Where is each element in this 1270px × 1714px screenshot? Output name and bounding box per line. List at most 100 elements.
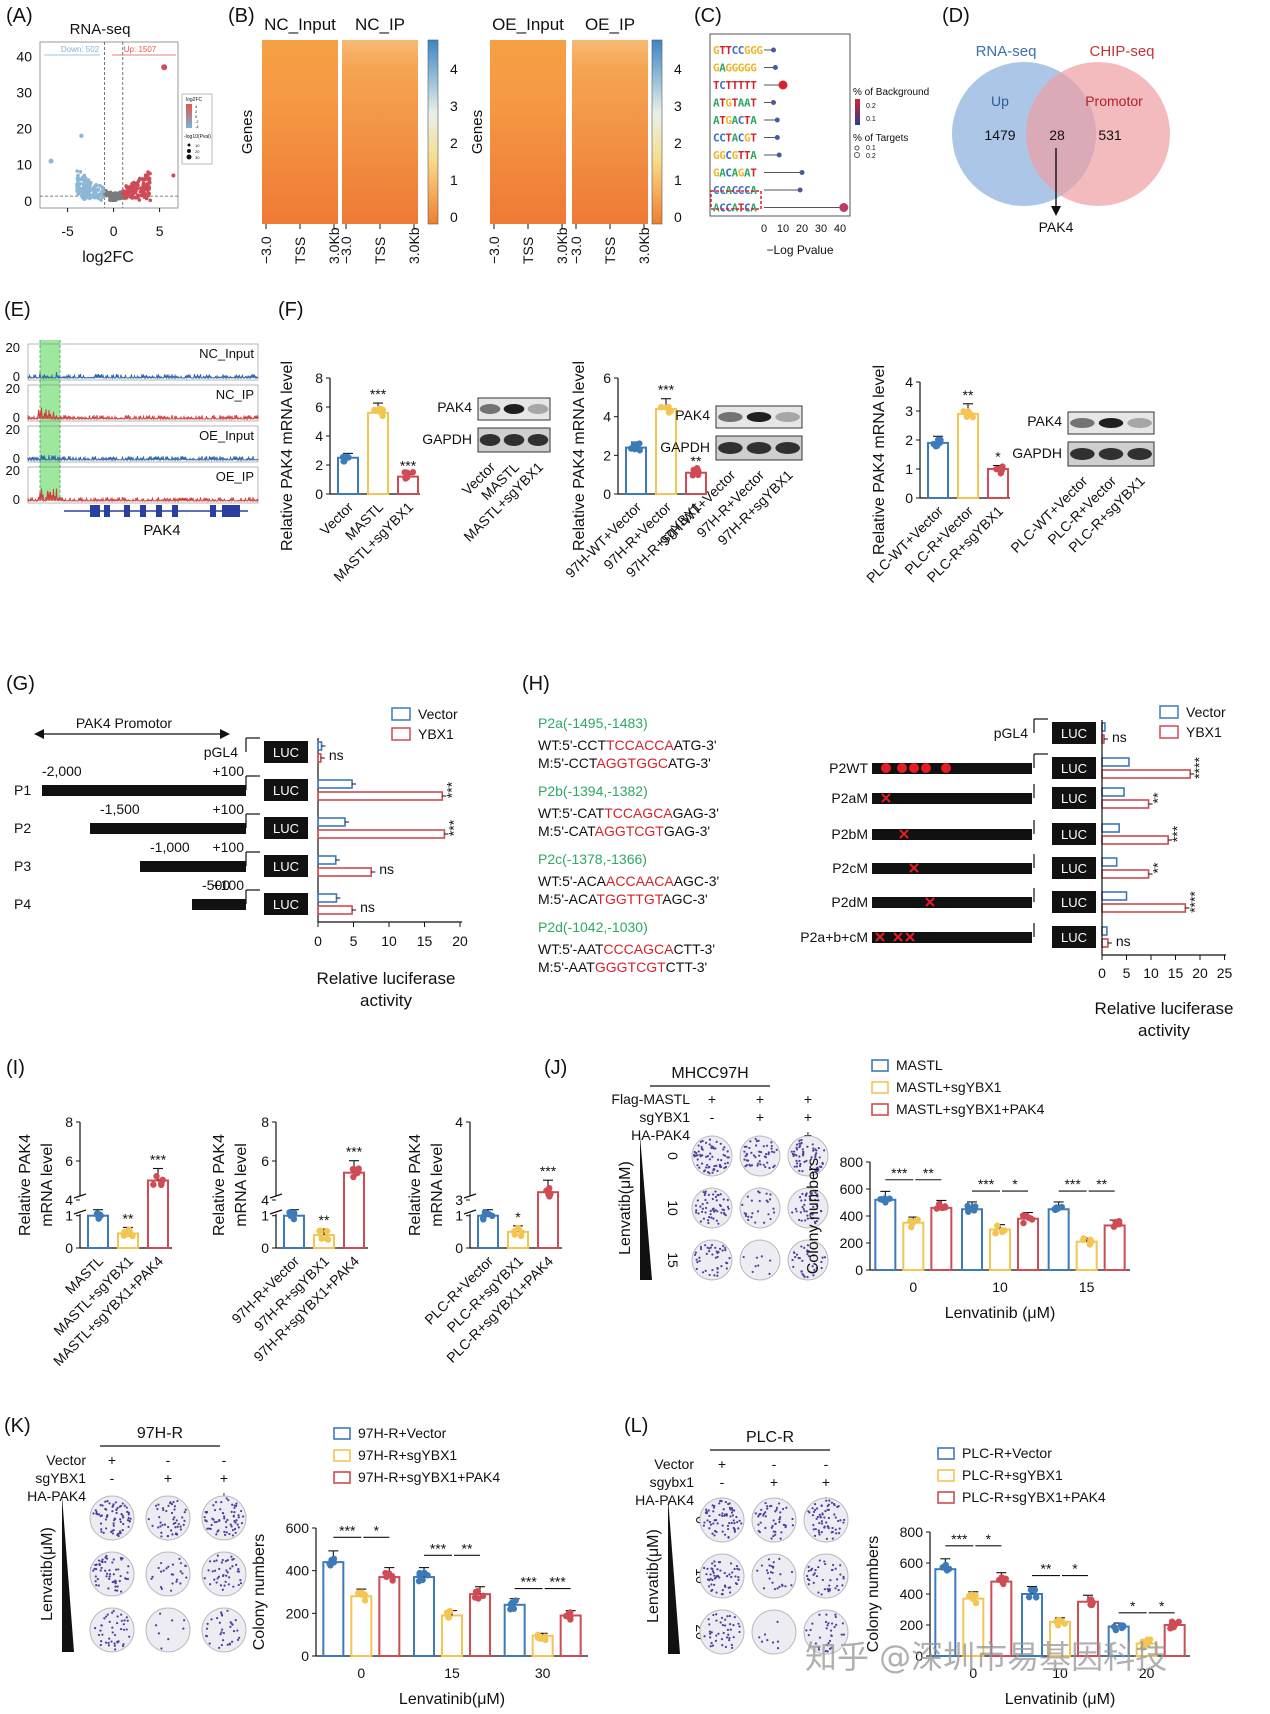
colony-dot: [831, 1530, 834, 1534]
colony-dot: [815, 1575, 819, 1578]
data-point: [129, 191, 134, 196]
colony-dot: [224, 1560, 228, 1563]
site-name: P2c(-1378,-1366): [538, 851, 647, 867]
colony-dot: [807, 1634, 810, 1637]
y-tick: 600: [840, 1181, 864, 1197]
colony-dot: [810, 1192, 813, 1195]
condition-sign: +: [708, 1091, 716, 1107]
colony-dot: [229, 1625, 232, 1628]
colony-dot: [808, 1511, 811, 1514]
site-name: P2a(-1495,-1483): [538, 715, 648, 731]
colony-dot: [213, 1521, 217, 1524]
chart-bar: [1101, 757, 1130, 767]
colony-dot: [710, 1243, 714, 1247]
significance-mark: *: [995, 449, 1001, 465]
colony-dot: [730, 1643, 734, 1647]
colony-dot: [754, 1221, 757, 1224]
colony-dot: [721, 1249, 724, 1252]
colony-dot: [712, 1217, 715, 1220]
data-point: [317, 1227, 324, 1234]
colony-dot: [115, 1589, 119, 1592]
y-tick: 0: [915, 1648, 923, 1664]
luc-text: LUC: [1061, 861, 1087, 876]
venn-title: CHIP-seq: [1089, 43, 1154, 60]
colony-dot: [108, 1575, 111, 1578]
fragment-start: -1,000: [150, 839, 190, 855]
data-point: [113, 195, 118, 200]
colony-dot: [731, 1571, 734, 1574]
significance-mark: *: [986, 1531, 992, 1547]
motif-letter: G: [756, 44, 763, 57]
culture-plate: [751, 1609, 797, 1655]
colony-dot: [720, 1265, 723, 1268]
significance-mark: *: [374, 1522, 380, 1538]
colony-dot: [818, 1513, 821, 1516]
colony-dot: [812, 1147, 815, 1150]
colony-dot: [790, 1570, 794, 1574]
motif-letter: A: [713, 97, 720, 110]
blot-label: GAPDH: [1012, 445, 1062, 461]
colony-dot: [115, 1511, 118, 1515]
colony-dot: [711, 1268, 714, 1272]
colony-dot: [800, 1219, 803, 1222]
axis-break: [269, 1193, 283, 1199]
x-tick: -5: [61, 223, 74, 239]
colony-dot: [209, 1527, 212, 1531]
colony-dot: [724, 1618, 727, 1621]
colony-dot: [172, 1518, 175, 1521]
data-point: [78, 170, 83, 174]
y-tick: 0: [603, 486, 611, 502]
colony-dot: [699, 1153, 702, 1157]
colony-dot: [216, 1617, 219, 1620]
colony-dot: [121, 1557, 124, 1560]
colony-dot: [718, 1561, 722, 1564]
colony-dot: [769, 1217, 772, 1221]
colony-dot: [820, 1522, 824, 1525]
colony-dot: [105, 1575, 108, 1578]
motif-letter: T: [713, 79, 720, 92]
data-point: [1032, 1593, 1040, 1600]
colony-dot: [779, 1537, 782, 1540]
colony-dot: [747, 1218, 750, 1222]
colony-dot: [713, 1534, 716, 1537]
coverage-trace: [27, 407, 259, 421]
colony-dot: [220, 1561, 223, 1564]
colony-dot: [723, 1146, 726, 1149]
colony-dot: [716, 1274, 719, 1277]
colony-dot: [758, 1531, 761, 1534]
motif-letter: T: [738, 202, 745, 215]
chart-bar: [989, 1228, 1011, 1271]
colony-dot: [771, 1525, 774, 1528]
colony-dot: [798, 1196, 802, 1199]
colony-dot: [111, 1611, 114, 1614]
colony-dot: [770, 1537, 773, 1540]
motif-letter: G: [713, 149, 720, 162]
motif-letter: C: [725, 167, 732, 180]
chart-bar: [537, 1191, 559, 1249]
colony-dot: [711, 1253, 714, 1256]
colony-dot: [711, 1171, 714, 1174]
blot-band: [775, 412, 800, 422]
colony-dot: [716, 1271, 719, 1274]
colony-dot: [715, 1613, 718, 1616]
colony-dot: [808, 1197, 812, 1201]
data-point: [75, 169, 79, 173]
significance-mark: *: [515, 1209, 521, 1225]
colony-dot: [160, 1535, 163, 1538]
significance-mark: **: [462, 1540, 473, 1556]
colony-dot: [823, 1149, 826, 1152]
colony-dot: [826, 1624, 829, 1627]
colony-dot: [778, 1585, 781, 1588]
x-axis-label: activity: [1138, 1021, 1190, 1040]
colony-dot: [226, 1518, 229, 1522]
motif-letter: G: [725, 114, 732, 127]
colony-dot: [695, 1211, 698, 1214]
construct-label: P2cM: [832, 860, 868, 876]
x-tick: 15: [417, 933, 433, 949]
colony-dot: [721, 1623, 725, 1627]
colony-dot: [699, 1220, 702, 1223]
gene-label: PAK4: [143, 522, 180, 539]
fragment-end: +100: [212, 839, 244, 855]
legend-title: -log10(Pval): [184, 134, 211, 140]
y-tick: 20: [16, 121, 32, 137]
